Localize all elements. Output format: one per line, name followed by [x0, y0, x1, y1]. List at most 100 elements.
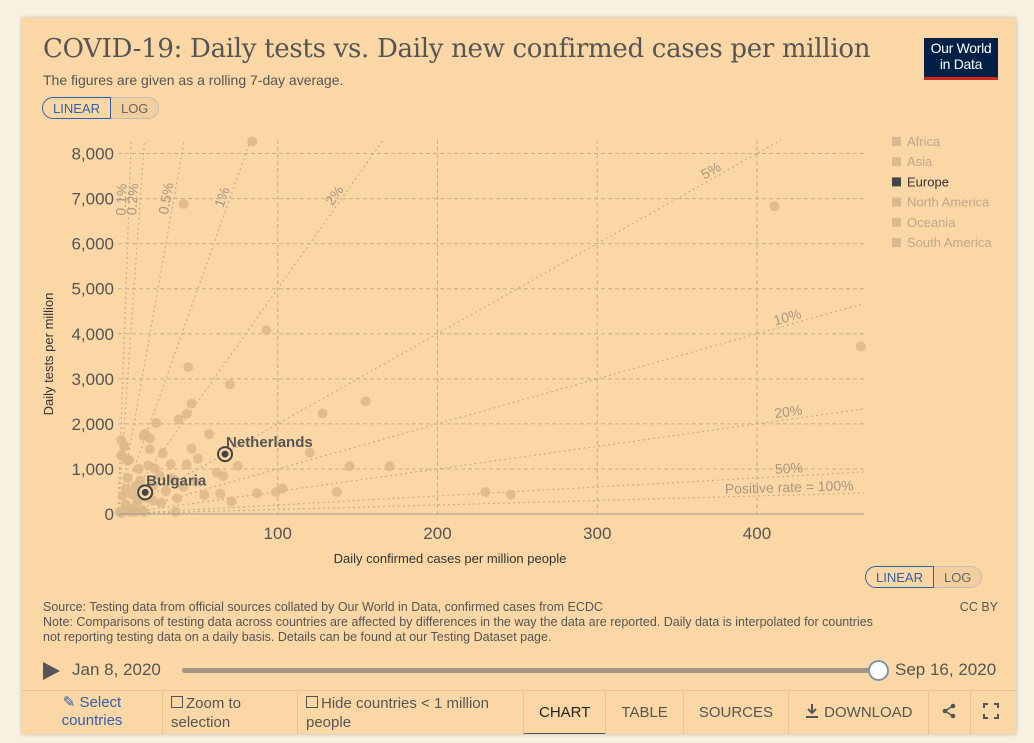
x-log-button[interactable]: LOG: [933, 566, 983, 588]
note-line: Note: Comparisons of testing data across…: [43, 615, 873, 629]
data-point: [186, 443, 197, 454]
data-point: [505, 489, 516, 500]
data-point: [154, 470, 165, 481]
data-point: [149, 463, 160, 474]
play-icon[interactable]: [43, 662, 60, 680]
positive-rate-line: [117, 139, 185, 515]
tab-sources[interactable]: SOURCES: [682, 691, 788, 734]
x-tick-label: 400: [743, 524, 771, 543]
x-tick-label: 200: [423, 524, 451, 543]
legend-swatch: [892, 157, 901, 167]
note-line-2: not reporting testing data on a daily ba…: [43, 630, 552, 644]
zoom-to-selection-checkbox[interactable]: Zoom to selection: [162, 691, 297, 734]
y-tick-label: 7,000: [71, 190, 114, 209]
country-label: Bulgaria: [146, 472, 207, 489]
data-point: [199, 490, 210, 501]
tab-chart[interactable]: CHART: [523, 691, 606, 734]
fullscreen-button[interactable]: [969, 691, 1012, 734]
legend-swatch: [892, 137, 901, 146]
download-button[interactable]: DOWNLOAD: [788, 691, 928, 734]
data-point: [165, 458, 176, 469]
data-point: [855, 341, 866, 352]
license[interactable]: CC BY: [959, 600, 998, 614]
data-point: [232, 460, 243, 471]
timeline-handle[interactable]: [868, 660, 889, 681]
data-point: [769, 201, 780, 212]
y-linear-button[interactable]: LINEAR: [42, 97, 111, 119]
legend-item[interactable]: South America: [892, 235, 992, 250]
data-point: [186, 398, 197, 409]
data-point: [178, 481, 189, 492]
data-point: [226, 496, 237, 507]
legend-label: North America: [907, 195, 990, 210]
y-log-button[interactable]: LOG: [110, 97, 160, 119]
hide-label: Hide countries < 1 million: [321, 695, 489, 712]
data-point: [138, 506, 149, 517]
timeline: Jan 8, 2020 Sep 16, 2020: [22, 646, 1016, 690]
subtitle: The figures are given as a rolling 7-day…: [43, 72, 344, 88]
data-point: [156, 497, 167, 508]
positive-rate-label: 0.5%: [155, 181, 176, 215]
select-label: Select: [79, 694, 122, 711]
legend-item[interactable]: Oceania: [892, 215, 956, 230]
source-line: Source: Testing data from official sourc…: [43, 600, 603, 614]
x-tick-label: 100: [264, 524, 292, 543]
x-linear-button[interactable]: LINEAR: [865, 566, 934, 588]
scatter-chart: 0.1%0.2% 0.5% 1% 2% 5% 10% 20% 50%Positive rate…: [41, 134, 992, 566]
positive-rate-line: [117, 139, 132, 515]
download-label: DOWNLOAD: [824, 704, 913, 721]
legend-label: Asia: [907, 154, 933, 169]
legend-item[interactable]: Africa: [892, 134, 941, 149]
data-point: [181, 459, 192, 470]
owid-logo[interactable]: Our World in Data: [924, 38, 998, 80]
legend-swatch: [892, 217, 901, 227]
highlighted-countries: Netherlands Bulgaria: [137, 434, 313, 501]
data-point: [247, 136, 258, 147]
data-point: [160, 486, 171, 497]
legend-item[interactable]: North America: [892, 195, 990, 210]
data-point: [172, 493, 183, 504]
source-note: Source: Testing data from official sourc…: [43, 600, 973, 645]
data-point: [140, 428, 151, 439]
data-point: [122, 472, 133, 483]
data-point: [144, 444, 155, 455]
positive-rate-label: 20%: [773, 402, 803, 422]
data-point: [133, 463, 144, 474]
data-point: [204, 429, 215, 440]
hide-label-2: people: [306, 714, 352, 731]
hide-small-countries-checkbox[interactable]: Hide countries < 1 million people: [297, 691, 523, 734]
select-label-2: countries: [61, 712, 123, 729]
data-point: [167, 473, 178, 484]
select-countries-button[interactable]: ✎ Select countries: [22, 691, 162, 734]
y-axis-label: Daily tests per million: [41, 293, 56, 416]
data-point: [224, 379, 235, 390]
footer-controls: ✎ Select countries Zoom to selection Hid…: [22, 690, 1016, 734]
positive-rate-label: 2%: [322, 182, 347, 208]
legend-label: Africa: [907, 134, 941, 149]
tab-table[interactable]: TABLE: [605, 691, 682, 734]
share-button[interactable]: [927, 691, 970, 734]
zoom-label-2: selection: [171, 714, 231, 731]
y-tick-label: 4,000: [71, 325, 114, 344]
legend-item[interactable]: Asia: [892, 154, 933, 169]
y-tick-label: 5,000: [71, 280, 114, 299]
y-tick-label: 3,000: [71, 370, 114, 389]
legend-item[interactable]: Europe: [892, 174, 949, 189]
data-point: [317, 408, 328, 419]
timeline-track[interactable]: [182, 668, 878, 673]
data-point: [119, 440, 130, 451]
data-point: [173, 414, 184, 425]
data-point: [218, 471, 229, 482]
data-point: [344, 461, 355, 472]
highlight-point: [221, 450, 229, 458]
positive-rate-label: 1%: [211, 185, 233, 209]
timeline-start-date[interactable]: Jan 8, 2020: [72, 660, 161, 679]
data-point: [251, 488, 262, 499]
legend-label: South America: [907, 235, 992, 250]
data-point: [151, 417, 162, 428]
timeline-end-date[interactable]: Sep 16, 2020: [895, 660, 997, 679]
positive-rate-label: 0.1%: [113, 183, 130, 215]
y-tick-label: 1,000: [71, 460, 114, 479]
positive-rate-line: [117, 139, 252, 515]
positive-rate-line: [117, 492, 865, 515]
